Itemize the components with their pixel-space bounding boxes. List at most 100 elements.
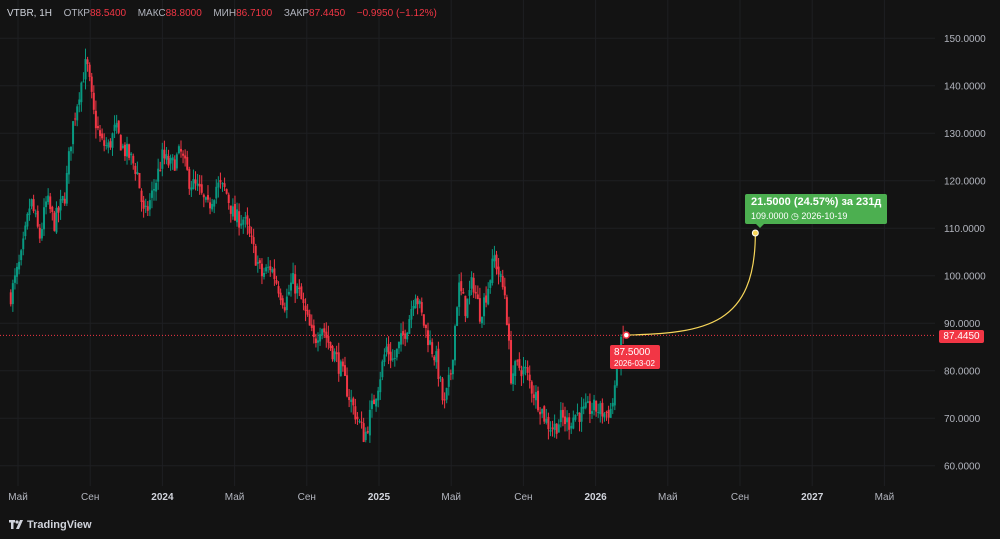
- candle-body: [194, 179, 197, 184]
- candle-body: [86, 59, 89, 65]
- candle-body: [126, 143, 129, 157]
- candle-body: [427, 330, 430, 346]
- candle-body: [209, 202, 212, 209]
- candle-body: [273, 268, 276, 280]
- time-tick-label: 2024: [151, 492, 174, 503]
- candle-body: [240, 223, 243, 226]
- candle-body: [582, 406, 585, 409]
- candle-body: [578, 412, 581, 422]
- grid-lines: [0, 0, 935, 486]
- candle-body: [300, 286, 303, 300]
- candle-body: [202, 194, 205, 198]
- candle-body: [441, 378, 444, 401]
- candle-body: [410, 308, 413, 320]
- candle-body: [557, 424, 560, 433]
- candle-body: [254, 245, 257, 266]
- price-tick-label: 110.0000: [944, 224, 985, 235]
- candle-body: [437, 348, 440, 380]
- low-label: МИН: [213, 8, 237, 19]
- candle-body: [472, 277, 475, 293]
- candle-body: [497, 266, 500, 275]
- time-tick-label: Май: [8, 492, 28, 503]
- candle-body: [343, 365, 346, 376]
- candle-body: [503, 286, 506, 296]
- candle-body: [468, 290, 471, 296]
- tradingview-logo[interactable]: TradingView: [9, 519, 92, 531]
- candle-body: [13, 275, 16, 283]
- candle-body: [42, 207, 45, 230]
- candle-body: [387, 343, 390, 355]
- candle-body: [94, 110, 97, 129]
- candle-body: [72, 121, 75, 145]
- candle-body: [36, 210, 39, 227]
- candle-body: [564, 416, 567, 425]
- candle-body: [283, 307, 286, 311]
- candle-body: [123, 144, 126, 157]
- candle-body: [182, 153, 185, 156]
- candle-body: [24, 225, 27, 237]
- candle-body: [327, 335, 330, 343]
- candle-body: [408, 319, 411, 334]
- candle-body: [82, 81, 85, 83]
- candle-body: [51, 206, 54, 212]
- candle-body: [364, 431, 367, 441]
- candle-body: [480, 316, 483, 324]
- candle-body: [290, 282, 293, 291]
- projection-from-tag: 87.5000 2026-03-02: [610, 345, 660, 369]
- ohlc-legend: VTBR, 1H ОТКР88.5400 МАКС88.8000 МИН86.7…: [7, 8, 437, 19]
- time-tick-label: 2026: [584, 492, 607, 503]
- projection-end-point[interactable]: [751, 229, 759, 237]
- projection-from-price: 87.5000: [614, 347, 651, 358]
- projection-start-point[interactable]: [622, 331, 631, 339]
- symbol-label[interactable]: VTBR, 1H: [7, 8, 53, 19]
- candle-body: [368, 409, 371, 436]
- candle-body: [586, 401, 589, 403]
- candle-body: [204, 197, 207, 200]
- candle-body: [333, 351, 336, 361]
- projection-label[interactable]: 21.5000 (24.57%) за 231д 109.0000 ◷ 2026…: [745, 194, 887, 228]
- candle-body: [53, 212, 56, 231]
- candle-body: [518, 359, 521, 368]
- candle-body: [395, 348, 398, 358]
- candle-body: [588, 401, 591, 415]
- candle-body: [175, 154, 178, 169]
- candle-body: [383, 354, 386, 362]
- candle-body: [121, 145, 124, 148]
- candle-body: [493, 255, 496, 262]
- candle-body: [352, 398, 355, 406]
- candle-body: [555, 423, 558, 434]
- candle-body: [460, 281, 463, 292]
- candle-body: [90, 76, 93, 92]
- projection-from-date: 2026-03-02: [614, 359, 655, 368]
- candle-body: [325, 331, 328, 338]
- candle-body: [263, 272, 266, 277]
- candle-body: [613, 385, 616, 406]
- candle-body: [358, 420, 361, 422]
- candle-body: [599, 403, 602, 415]
- candle-body: [134, 165, 137, 174]
- candle-body: [412, 305, 415, 310]
- time-axis[interactable]: Май Сен 2024 Май Сен 2025 Май Сен 2026 Май Сен 2027…: [8, 492, 894, 503]
- candle-body: [244, 217, 247, 219]
- candle-body: [211, 203, 214, 210]
- candle-body: [16, 266, 19, 277]
- candle-body: [449, 373, 452, 375]
- candle-body: [553, 423, 556, 431]
- candle-body: [402, 331, 405, 335]
- candle-body: [308, 314, 311, 326]
- price-tick-label: 90.0000: [944, 319, 981, 330]
- candlestick-series: [9, 48, 627, 443]
- tradingview-logo-icon: [9, 520, 23, 529]
- candle-body: [545, 418, 548, 423]
- candle-body: [418, 300, 421, 304]
- candle-body: [115, 122, 118, 128]
- price-axis[interactable]: 150.0000 140.0000 130.0000 120.0000 110.0000…: [944, 34, 986, 473]
- projection-curve[interactable]: [626, 232, 756, 336]
- candle-body: [429, 340, 432, 345]
- price-tick-label: 120.0000: [944, 176, 986, 187]
- candle-body: [615, 359, 618, 386]
- candle-body: [356, 416, 359, 420]
- candle-body: [28, 208, 31, 216]
- time-tick-label: Май: [441, 492, 461, 503]
